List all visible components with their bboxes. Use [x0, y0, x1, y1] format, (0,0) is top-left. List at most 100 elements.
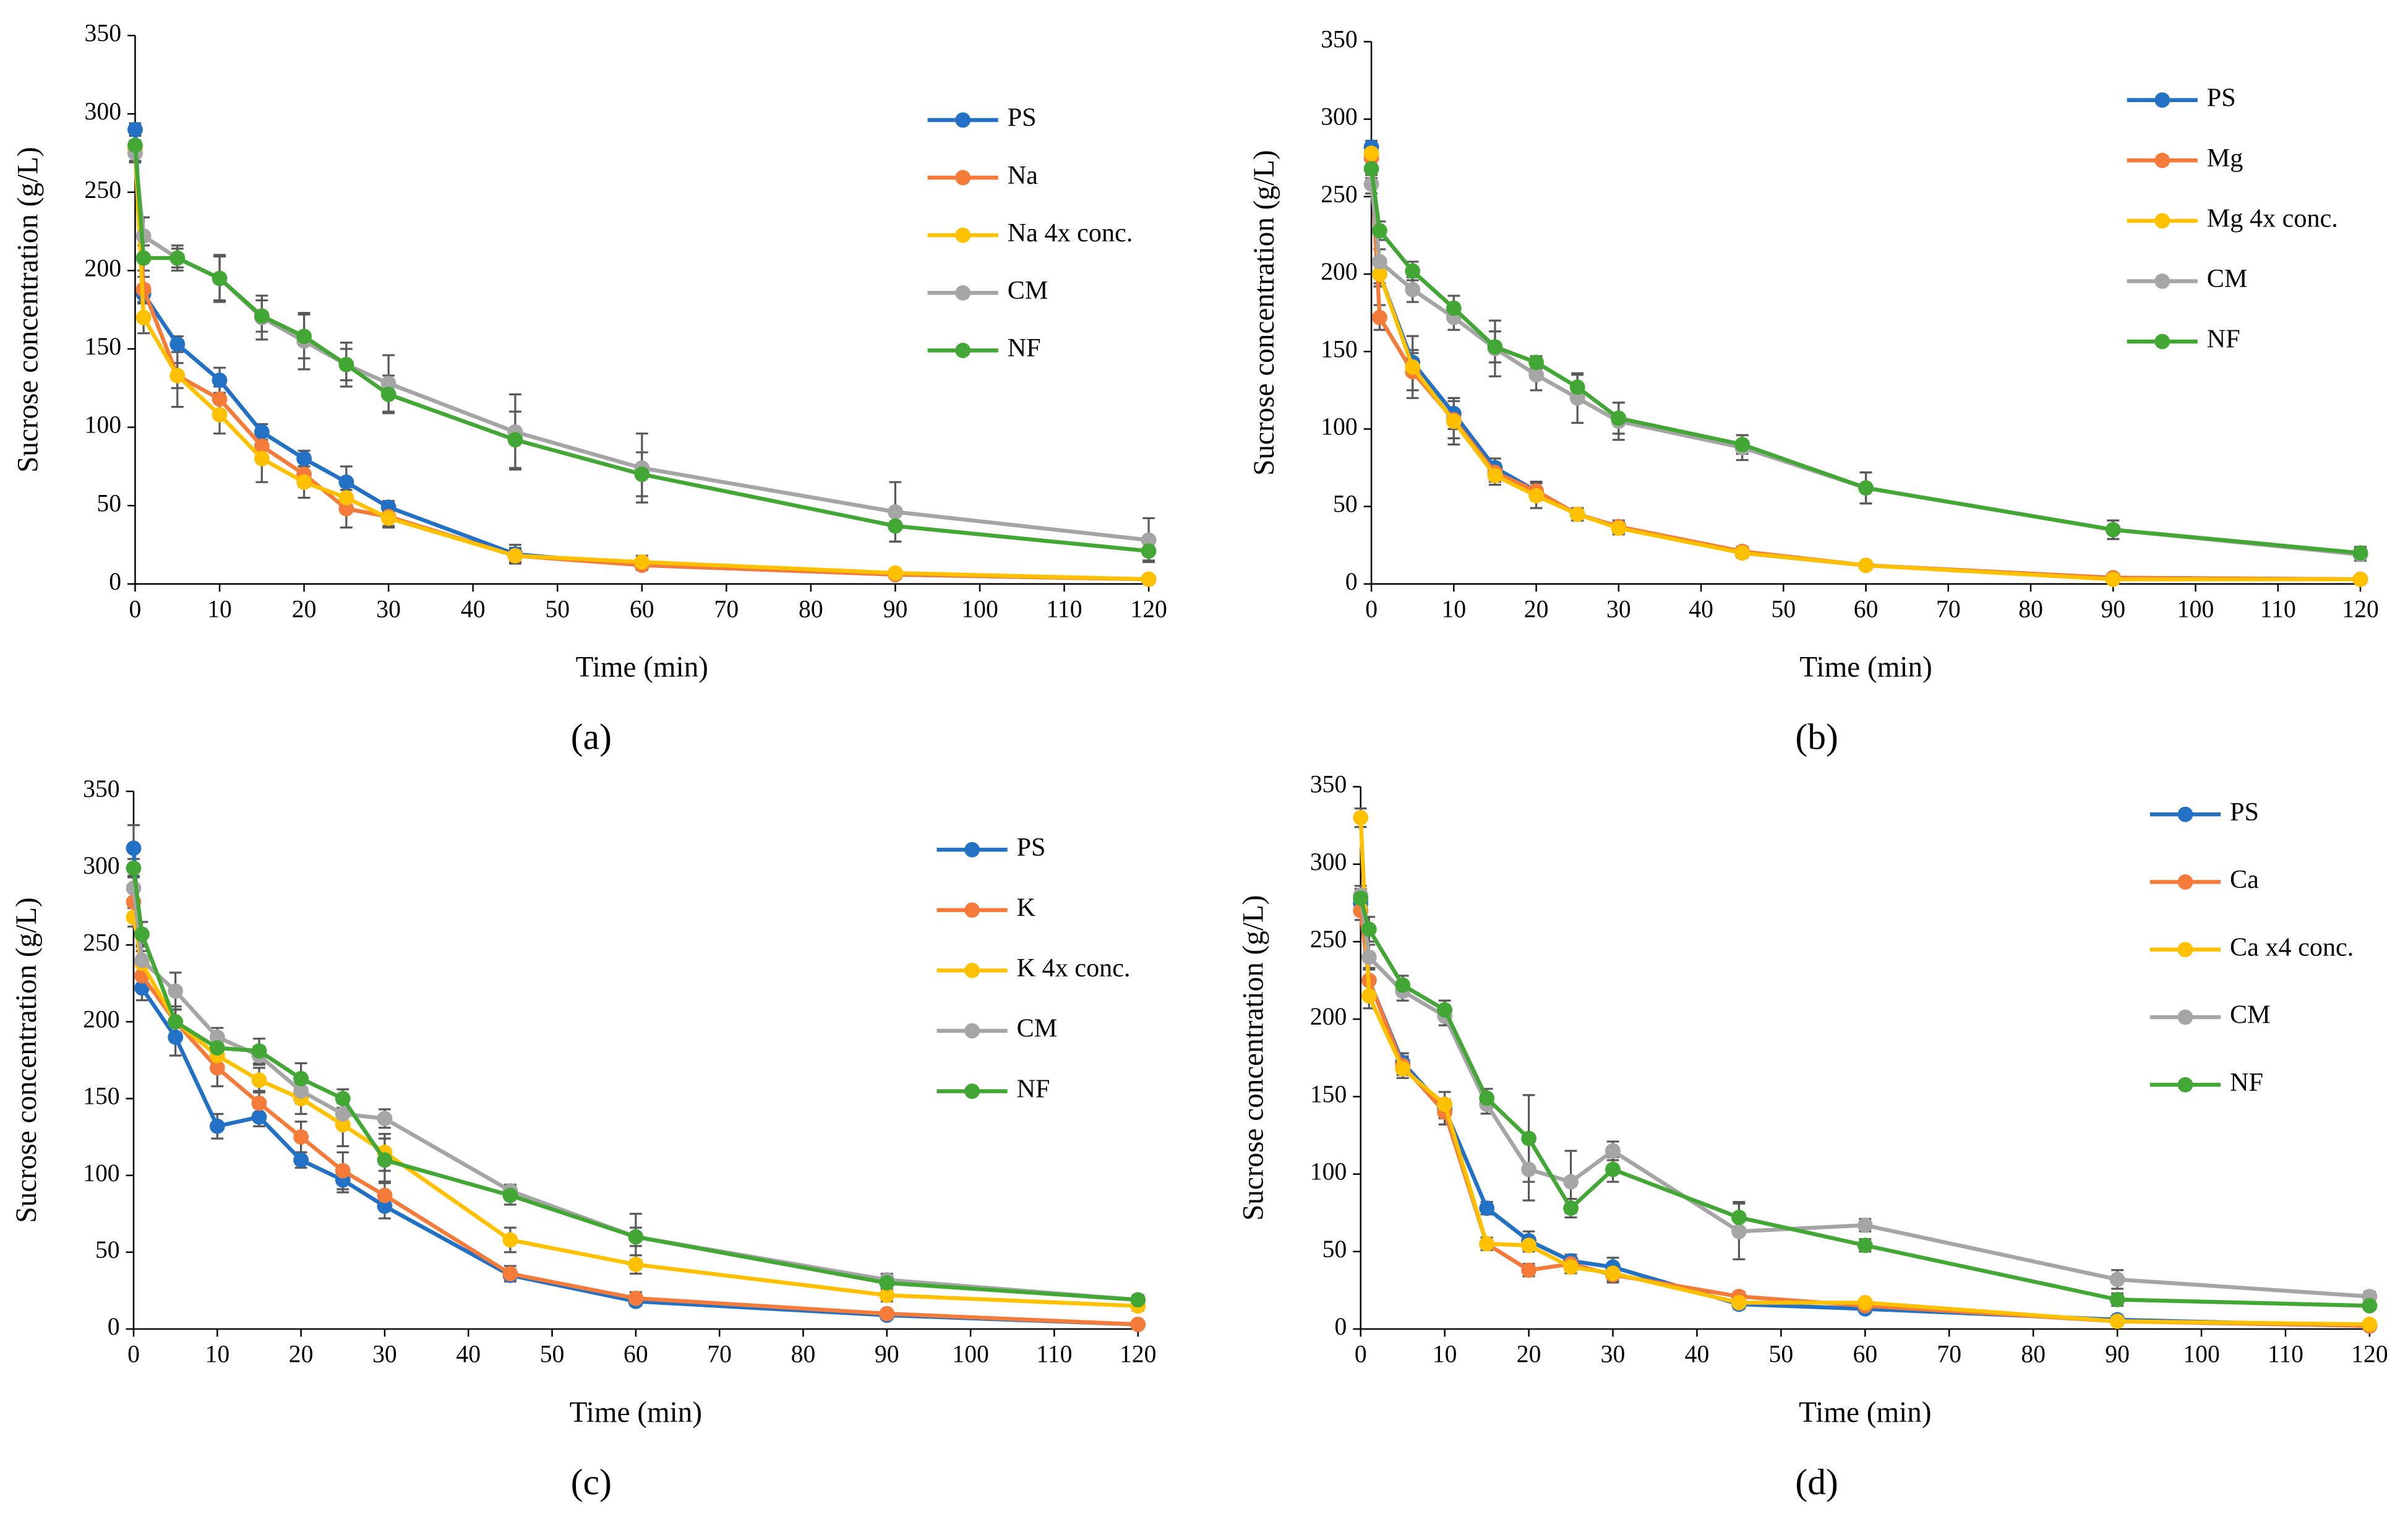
- data-point: [335, 1091, 351, 1106]
- data-point: [1372, 254, 1387, 270]
- x-axis-title: Time (min): [576, 652, 708, 684]
- series-line: [133, 148, 1149, 582]
- data-point: [634, 467, 650, 482]
- legend-marker: [2177, 1077, 2193, 1093]
- x-tick-label: 10: [207, 596, 232, 623]
- data-point: [296, 450, 312, 467]
- series-line: [1358, 902, 2370, 1328]
- x-tick-label: 50: [1771, 596, 1796, 623]
- legend-marker: [955, 285, 971, 301]
- y-axis-title: Sucrose concentration (g/L): [12, 147, 44, 472]
- data-point: [209, 1029, 225, 1045]
- data-point: [338, 356, 354, 372]
- data-point: [1611, 410, 1627, 426]
- x-tick-label: 50: [545, 596, 570, 623]
- data-point: [1569, 379, 1585, 395]
- y-tick-label: 100: [1310, 1158, 1347, 1186]
- data-point: [126, 860, 142, 876]
- data-point: [1528, 367, 1545, 383]
- data-point: [169, 336, 186, 352]
- x-tick-label: 30: [1601, 1341, 1626, 1368]
- series-line: [131, 867, 1138, 1302]
- x-tick-label: 60: [630, 596, 654, 623]
- data-point: [502, 1187, 518, 1203]
- data-point: [1487, 339, 1503, 355]
- legend-marker: [964, 1083, 980, 1100]
- data-point: [1361, 988, 1377, 1004]
- legend-marker: [964, 902, 980, 918]
- data-point: [2109, 1291, 2125, 1307]
- data-point: [380, 376, 396, 392]
- x-tick-label: 70: [1937, 1341, 1961, 1368]
- data-point: [634, 554, 650, 570]
- data-point: [338, 490, 354, 506]
- data-point: [1857, 1237, 1873, 1254]
- data-point: [1353, 810, 1369, 826]
- data-point: [1479, 1236, 1495, 1252]
- data-point: [1361, 949, 1377, 965]
- x-tick-label: 20: [292, 596, 317, 623]
- panel-label: (d): [1795, 1461, 1838, 1502]
- y-tick-label: 350: [85, 20, 122, 47]
- data-point: [1141, 571, 1157, 587]
- data-point: [879, 1287, 895, 1303]
- data-point: [296, 474, 312, 490]
- legend-marker: [955, 170, 971, 186]
- x-tick-label: 60: [623, 1341, 648, 1368]
- data-point: [1563, 1259, 1579, 1275]
- data-point: [335, 1117, 351, 1133]
- data-point: [507, 548, 523, 564]
- data-point: [1395, 1061, 1411, 1077]
- series-line: [1369, 168, 2361, 555]
- legend-label: Ca x4 conc.: [2230, 932, 2354, 962]
- x-tick-label: 60: [1854, 596, 1879, 623]
- legend-label: CM: [2230, 1001, 2271, 1030]
- series-line: [133, 153, 1149, 582]
- data-point: [1611, 520, 1627, 536]
- legend-label: PS: [2207, 83, 2236, 112]
- x-tick-label: 0: [1355, 1341, 1367, 1368]
- data-point: [1130, 1292, 1146, 1308]
- data-point: [888, 518, 903, 534]
- series-line: [133, 129, 1149, 582]
- data-point: [1731, 1210, 1747, 1226]
- data-point: [1405, 359, 1421, 375]
- data-point: [1437, 1096, 1453, 1112]
- legend-label: CM: [1017, 1014, 1058, 1043]
- legend-label: Mg: [2207, 144, 2243, 173]
- data-point: [377, 1111, 393, 1127]
- x-axis-title: Time (min): [1799, 1396, 1931, 1429]
- data-point: [502, 1232, 518, 1248]
- data-point: [1521, 1237, 1537, 1254]
- series-line: [1369, 153, 2361, 582]
- data-point: [1437, 1002, 1453, 1018]
- legend-label: PS: [2230, 798, 2259, 827]
- data-point: [251, 1072, 267, 1088]
- legend-label: NF: [1008, 334, 1041, 363]
- y-tick-label: 250: [1310, 926, 1347, 953]
- data-point: [126, 840, 142, 856]
- x-tick-label: 40: [1685, 1341, 1710, 1368]
- y-tick-label: 200: [1310, 1003, 1347, 1030]
- legend-label: NF: [1017, 1074, 1050, 1103]
- x-tick-label: 120: [2342, 596, 2379, 623]
- y-tick-label: 250: [83, 929, 120, 956]
- x-tick-label: 10: [1442, 596, 1467, 623]
- data-point: [2352, 571, 2368, 587]
- data-point: [296, 329, 312, 345]
- data-point: [377, 1152, 393, 1168]
- legend-label: NF: [2207, 325, 2240, 354]
- data-point: [251, 1095, 267, 1111]
- data-point: [1363, 145, 1379, 161]
- data-point: [1141, 543, 1157, 559]
- data-point: [1372, 223, 1387, 239]
- data-point: [628, 1257, 644, 1273]
- data-point: [380, 386, 396, 402]
- y-tick-label: 300: [1321, 103, 1358, 131]
- series-line: [1358, 910, 2370, 1328]
- data-point: [254, 438, 270, 454]
- data-point: [212, 391, 228, 407]
- x-tick-label: 100: [952, 1341, 989, 1368]
- x-tick-label: 70: [1936, 596, 1961, 623]
